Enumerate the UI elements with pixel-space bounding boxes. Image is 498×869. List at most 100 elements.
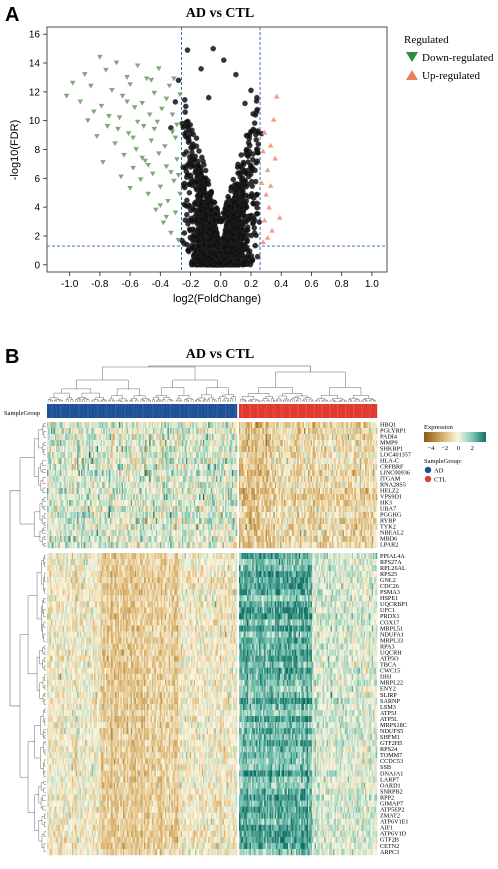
ns-point [254,211,259,216]
ns-point [182,230,187,235]
annotation-ad-cell [69,404,71,418]
x-tick-label: -0.8 [91,279,109,290]
ns-point [251,127,256,132]
ns-point [200,251,205,256]
ns-point [199,194,204,199]
down-regulated-point [114,61,120,66]
annotation-ad-cell [64,404,66,418]
annotation-ad-cell [59,404,61,418]
ns-point [225,239,230,244]
annotation-ad-cell [73,404,75,418]
ns-point [221,58,226,63]
up-regulated-point [265,167,271,172]
ns-point [200,226,205,231]
annotation-ad-cell [78,404,80,418]
panel-a-letter: A [5,4,19,26]
annotation-ctl-cell [349,404,351,418]
annotation-ctl-cell [252,404,254,418]
ns-point [183,104,188,109]
volcano-legend: Regulated Down-regulated Up-regulated [404,34,494,82]
annotation-ad-cell [47,404,49,418]
ns-point [194,144,199,149]
annotation-ad-cell [105,404,107,418]
annotation-ad-cell [102,404,104,418]
x-tick-label: -0.4 [152,279,170,290]
down-regulated-point [151,91,157,96]
heatmap-cell [236,428,238,434]
down-regulated-point [117,115,123,120]
annotation-ad-cell [109,404,111,418]
ns-point [197,187,202,192]
ns-point [252,225,257,230]
ns-point [216,217,221,222]
annotation-ad-cell [110,404,112,418]
down-regulated-point [77,100,83,105]
ns-point [241,262,246,267]
annotation-ctl-cell [336,404,338,418]
annotation-ad-cell [166,404,168,418]
annotation-ctl-cell [341,404,343,418]
volcano-title: AD vs CTL [186,6,254,21]
annotation-ctl-cell [360,404,362,418]
ns-point [247,249,252,254]
ns-point [239,205,244,210]
annotation-ad-cell [77,404,79,418]
annotation-ctl-cell [287,404,289,418]
annotation-ctl-cell [317,404,319,418]
annotation-ad-cell [183,404,185,418]
annotation-ctl-cell [320,404,322,418]
annotation-ctl-cell [274,404,276,418]
down-regulated-point [133,147,139,152]
annotation-ctl-cell [329,404,331,418]
annotation-ad-cell [101,404,103,418]
up-regulated-point [271,117,277,122]
ns-point [244,205,249,210]
annotation-ad-cell [202,404,204,418]
annotation-ctl-cell [242,404,244,418]
down-regulated-point [112,141,118,146]
annotation-ad-cell [147,404,149,418]
annotation-ctl-cell [248,404,250,418]
down-regulated-point [141,124,147,129]
annotation-ad-cell [168,404,170,418]
ns-point [254,201,259,206]
annotation-ad-cell [119,404,121,418]
heatmap-cell [376,428,378,434]
annotation-ctl-cell [315,404,317,418]
annotation-ad-cell [76,404,78,418]
annotation-ctl-cell [275,404,277,418]
annotation-ctl-cell [373,404,375,418]
annotation-ad-cell [207,404,209,418]
volcano-panel: A AD vs CTL -1.0 -0.8 -0.6 -0.4 -0.2 0.0 0.2 0.… [5,4,494,305]
annotation-ctl-cell [345,404,347,418]
annotation-ctl-cell [246,404,248,418]
annotation-ad-cell [169,404,171,418]
ns-point [189,218,194,223]
annotation-ad-cell [130,404,132,418]
ns-point [224,262,229,267]
ns-point [183,110,188,115]
annotation-ad-cell [230,404,232,418]
down-regulated-point [162,144,168,149]
down-regulated-point [170,130,176,135]
annotation-ad-cell [216,404,218,418]
annotation-ad-cell [187,404,189,418]
ns-point [200,262,205,267]
annotation-ad-cell [56,404,58,418]
ns-point [196,148,201,153]
ns-point [248,164,253,169]
annotation-ctl-cell [295,404,297,418]
down-regulated-point [85,118,91,123]
annotation-ad-cell [154,404,156,418]
down-regulated-point [100,160,106,165]
annotation-ad-cell [234,404,236,418]
annotation-ctl-cell [303,404,305,418]
up-regulated-point [272,156,278,161]
annotation-ad-cell [103,404,105,418]
annotation-ad-cell [124,404,126,418]
ns-point [252,121,257,126]
down-regulated-point [127,186,133,191]
y-axis-label: -log10(FDR) [9,120,21,181]
annotation-ad-cell [48,404,50,418]
ns-point [168,125,173,130]
